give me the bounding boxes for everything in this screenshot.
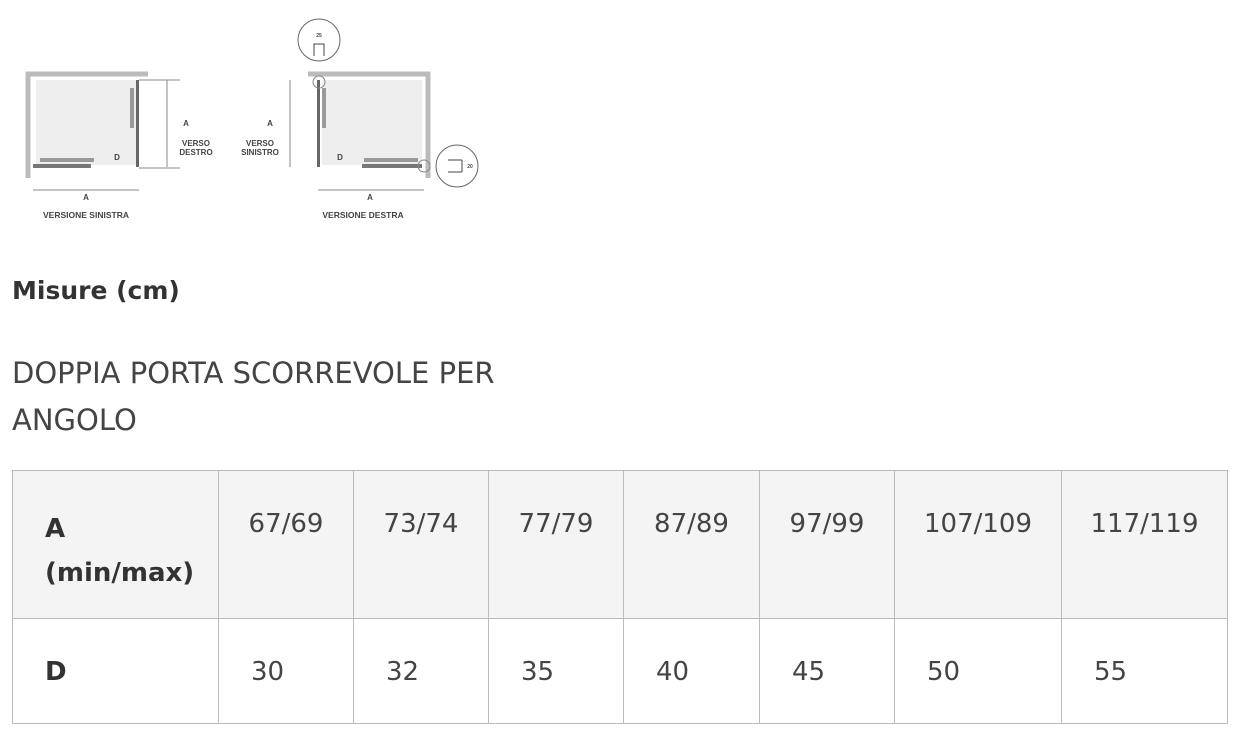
sinistro-label: SINISTRO (241, 148, 279, 157)
detail-right-label: 20 (467, 164, 473, 170)
table-cell: 32 (353, 618, 489, 724)
left-caption: VERSIONE SINISTRA (43, 210, 129, 220)
label-a: A (45, 514, 66, 544)
table-cell: 77/79 (488, 470, 624, 619)
table-cell: 87/89 (623, 470, 760, 619)
dimension-d-label: D (114, 153, 120, 162)
right-caption: VERSIONE DESTRA (322, 210, 403, 220)
dimension-a-label: A (83, 193, 89, 202)
table-cell: 40 (623, 618, 760, 724)
label-min-max: (min/max) (45, 558, 195, 588)
table-cell: 117/119 (1061, 470, 1228, 619)
dimension-d-label: D (337, 153, 343, 162)
table-cell: 67/69 (218, 470, 354, 619)
verso-label: VERSO (246, 139, 274, 148)
table-cell: 45 (759, 618, 895, 724)
destro-label: DESTRO (179, 148, 212, 157)
table-row: D 30 32 35 40 45 50 55 (12, 618, 1228, 724)
table-row: A (min/max) 67/69 73/74 77/79 87/89 97/99… (12, 470, 1228, 619)
right-version-diagram: 25 20 A D A VERSO SINISTRO VERSIONE DEST… (241, 18, 479, 220)
left-version-diagram: A D A VERSO DESTRO VERSIONE SINISTRA (25, 71, 213, 220)
section-heading: Misure (cm) (12, 276, 180, 305)
table-cell: 97/99 (759, 470, 895, 619)
verso-label: VERSO (182, 139, 210, 148)
table-cell: 107/109 (894, 470, 1062, 619)
table-cell: 30 (218, 618, 354, 724)
detail-top-label: 25 (316, 33, 322, 39)
row-label-d: D (12, 618, 219, 724)
dimension-a-label: A (267, 119, 273, 128)
table-cell: 55 (1061, 618, 1228, 724)
shower-diagram: A D A VERSO DESTRO VERSIONE SINISTRA 25 … (25, 18, 479, 220)
measurements-table: A (min/max) 67/69 73/74 77/79 87/89 97/99… (12, 470, 1228, 724)
table-cell: 73/74 (353, 470, 489, 619)
row-label-a: A (min/max) (12, 470, 219, 619)
dimension-a-label: A (183, 119, 189, 128)
product-subtitle: DOPPIA PORTA SCORREVOLE PER ANGOLO (12, 356, 495, 437)
dimension-a-label: A (367, 193, 373, 202)
table-cell: 35 (488, 618, 624, 724)
table-cell: 50 (894, 618, 1062, 724)
